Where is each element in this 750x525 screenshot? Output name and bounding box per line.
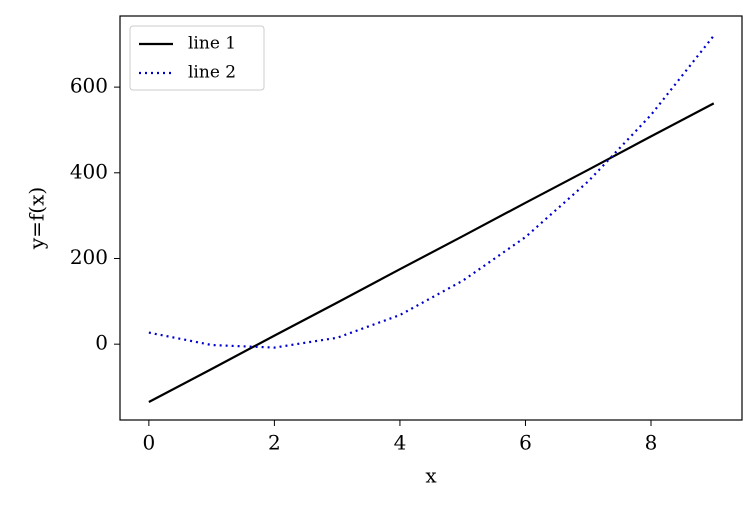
- x-tick-label: 4: [394, 431, 407, 455]
- y-tick-label: 0: [95, 331, 108, 355]
- plot-frame: [119, 15, 743, 421]
- legend-label: line 1: [188, 34, 236, 54]
- line-series: [148, 102, 715, 403]
- line-series: [148, 35, 715, 349]
- y-tick-label: 200: [70, 245, 108, 269]
- y-axis-label: y=f(x): [25, 187, 49, 250]
- y-tick-label: 400: [70, 159, 108, 183]
- x-tick-label: 2: [268, 431, 281, 455]
- x-tick-label: 6: [519, 431, 532, 455]
- y-tick-label: 600: [70, 74, 108, 98]
- x-tick-label: 0: [143, 431, 156, 455]
- legend-label: line 2: [188, 63, 236, 83]
- x-axis-label: x: [425, 464, 437, 488]
- x-tick-label: 8: [645, 431, 658, 455]
